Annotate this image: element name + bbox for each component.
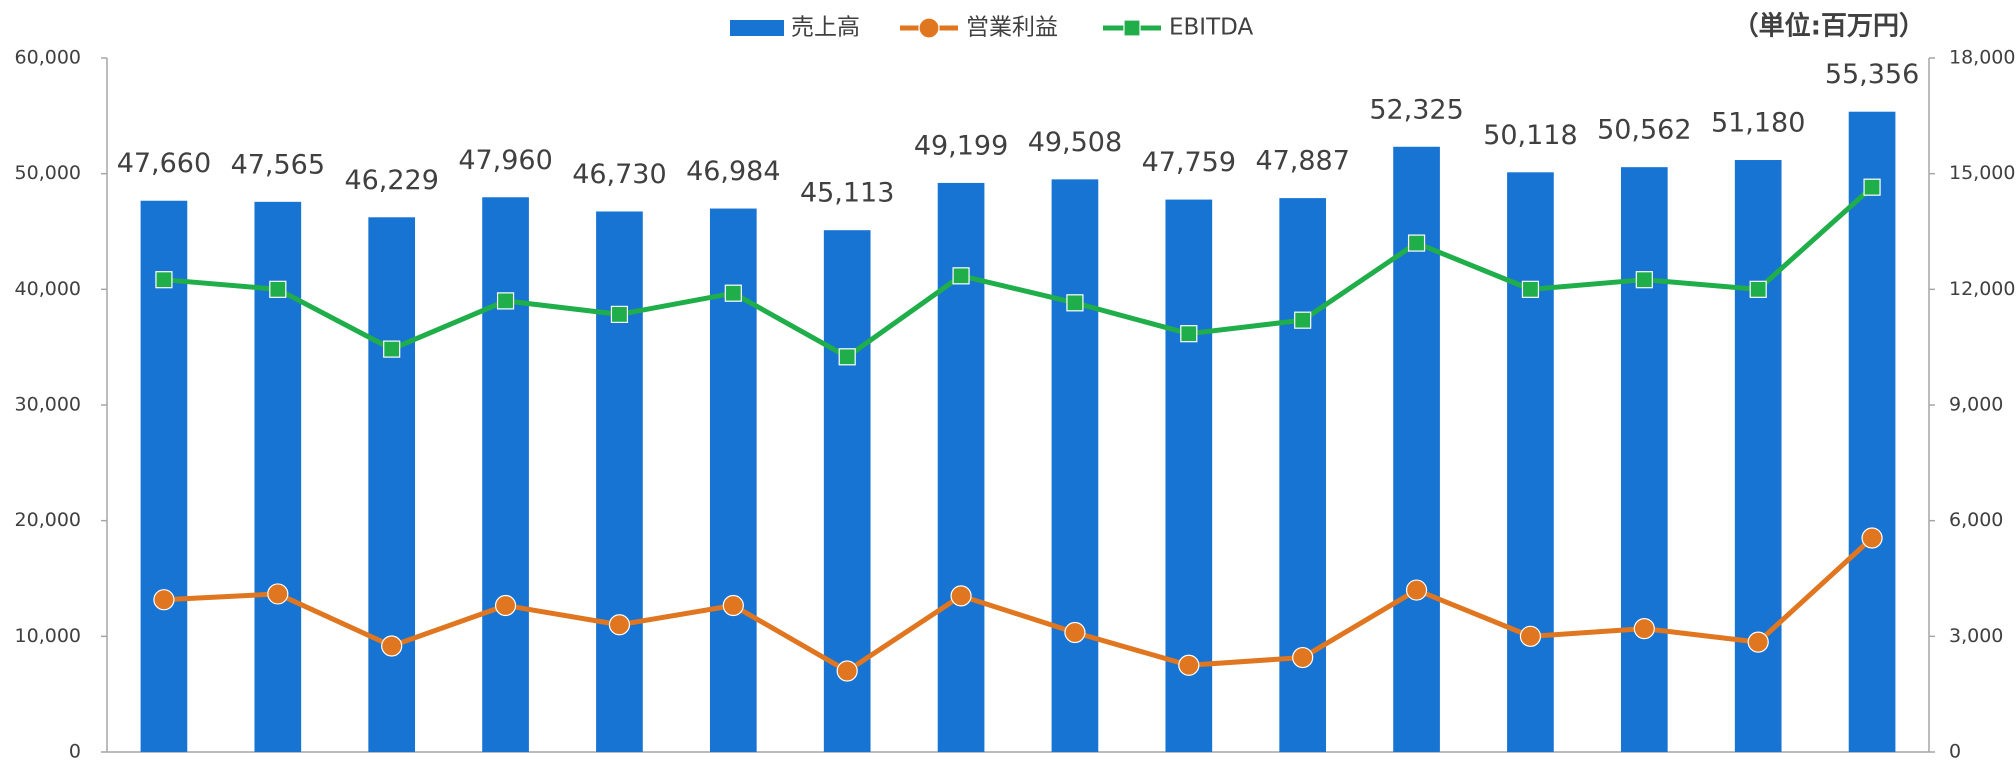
y-tick-label: 40,000 bbox=[15, 278, 81, 300]
y2-tick-label: 12,000 bbox=[1949, 278, 2015, 300]
point bbox=[1633, 618, 1655, 640]
bar bbox=[1051, 179, 1099, 752]
legend-label: 営業利益 bbox=[966, 15, 1058, 41]
bar bbox=[140, 200, 188, 752]
legend-marker bbox=[918, 17, 940, 39]
point bbox=[496, 292, 515, 310]
point bbox=[1521, 280, 1540, 298]
point bbox=[1064, 621, 1086, 644]
bar bbox=[1620, 167, 1668, 752]
bar bbox=[1734, 160, 1782, 752]
value-label: 46,730 bbox=[572, 159, 666, 190]
value-label: 49,508 bbox=[1028, 127, 1122, 158]
point bbox=[153, 589, 175, 611]
value-label: 46,984 bbox=[686, 156, 780, 187]
value-label: 45,113 bbox=[800, 178, 894, 209]
point bbox=[610, 305, 629, 323]
value-label: 46,229 bbox=[344, 165, 438, 196]
value-label: 50,562 bbox=[1597, 115, 1691, 146]
point bbox=[1519, 625, 1542, 647]
point bbox=[950, 585, 972, 607]
y-tick-label: 0 bbox=[69, 741, 81, 761]
y-tick-label: 60,000 bbox=[15, 47, 81, 69]
y2-tick-label: 9,000 bbox=[1949, 394, 2003, 416]
point bbox=[1292, 646, 1314, 669]
point bbox=[383, 340, 401, 358]
y-tick-label: 50,000 bbox=[15, 162, 81, 184]
value-label: 47,887 bbox=[1255, 146, 1349, 177]
value-label: 51,180 bbox=[1711, 108, 1805, 139]
legend-swatch bbox=[730, 20, 784, 36]
y-tick-label: 20,000 bbox=[15, 509, 81, 531]
bar bbox=[1279, 198, 1327, 752]
point bbox=[494, 594, 517, 617]
y-tick-label: 30,000 bbox=[15, 394, 81, 416]
point bbox=[838, 348, 856, 366]
point bbox=[1407, 234, 1426, 252]
point bbox=[1405, 579, 1428, 601]
point bbox=[1294, 311, 1312, 329]
point bbox=[1863, 178, 1881, 196]
legend-label: EBITDA bbox=[1169, 15, 1253, 41]
bar bbox=[596, 211, 643, 752]
point bbox=[1747, 631, 1769, 653]
point bbox=[269, 280, 287, 298]
point bbox=[1635, 271, 1653, 289]
point bbox=[952, 267, 970, 285]
y2-tick-label: 6,000 bbox=[1949, 509, 2003, 531]
point bbox=[155, 271, 173, 289]
bar bbox=[1507, 172, 1554, 752]
point bbox=[1861, 527, 1883, 549]
point bbox=[722, 594, 744, 617]
point bbox=[836, 660, 858, 682]
point bbox=[1066, 294, 1084, 312]
value-label: 50,118 bbox=[1483, 120, 1577, 151]
bar bbox=[482, 197, 529, 752]
bar bbox=[368, 217, 416, 753]
unit-label: （単位:百万円） bbox=[1733, 11, 1925, 42]
y2-tick-label: 3,000 bbox=[1949, 625, 2003, 647]
legend-label: 売上高 bbox=[791, 15, 860, 41]
y-tick-label: 10,000 bbox=[15, 625, 81, 647]
point bbox=[267, 583, 289, 605]
point bbox=[1180, 325, 1198, 343]
y2-tick-label: 0 bbox=[1949, 741, 1961, 761]
value-label: 47,759 bbox=[1142, 147, 1236, 178]
value-label: 47,960 bbox=[458, 145, 552, 176]
point bbox=[608, 614, 631, 636]
y2-tick-label: 15,000 bbox=[1949, 162, 2015, 184]
point bbox=[1749, 280, 1767, 298]
value-label: 49,199 bbox=[914, 130, 1008, 161]
point bbox=[381, 635, 403, 657]
line bbox=[163, 185, 1874, 360]
line bbox=[163, 536, 1874, 674]
bar bbox=[1848, 111, 1896, 753]
value-label: 47,660 bbox=[117, 148, 211, 179]
point bbox=[1178, 654, 1200, 676]
point bbox=[724, 284, 742, 302]
legend-marker bbox=[1123, 19, 1141, 37]
y2-tick-label: 18,000 bbox=[1949, 47, 2015, 69]
value-label: 55,356 bbox=[1825, 59, 1919, 90]
value-label: 47,565 bbox=[231, 149, 325, 180]
value-label: 52,325 bbox=[1369, 94, 1463, 125]
